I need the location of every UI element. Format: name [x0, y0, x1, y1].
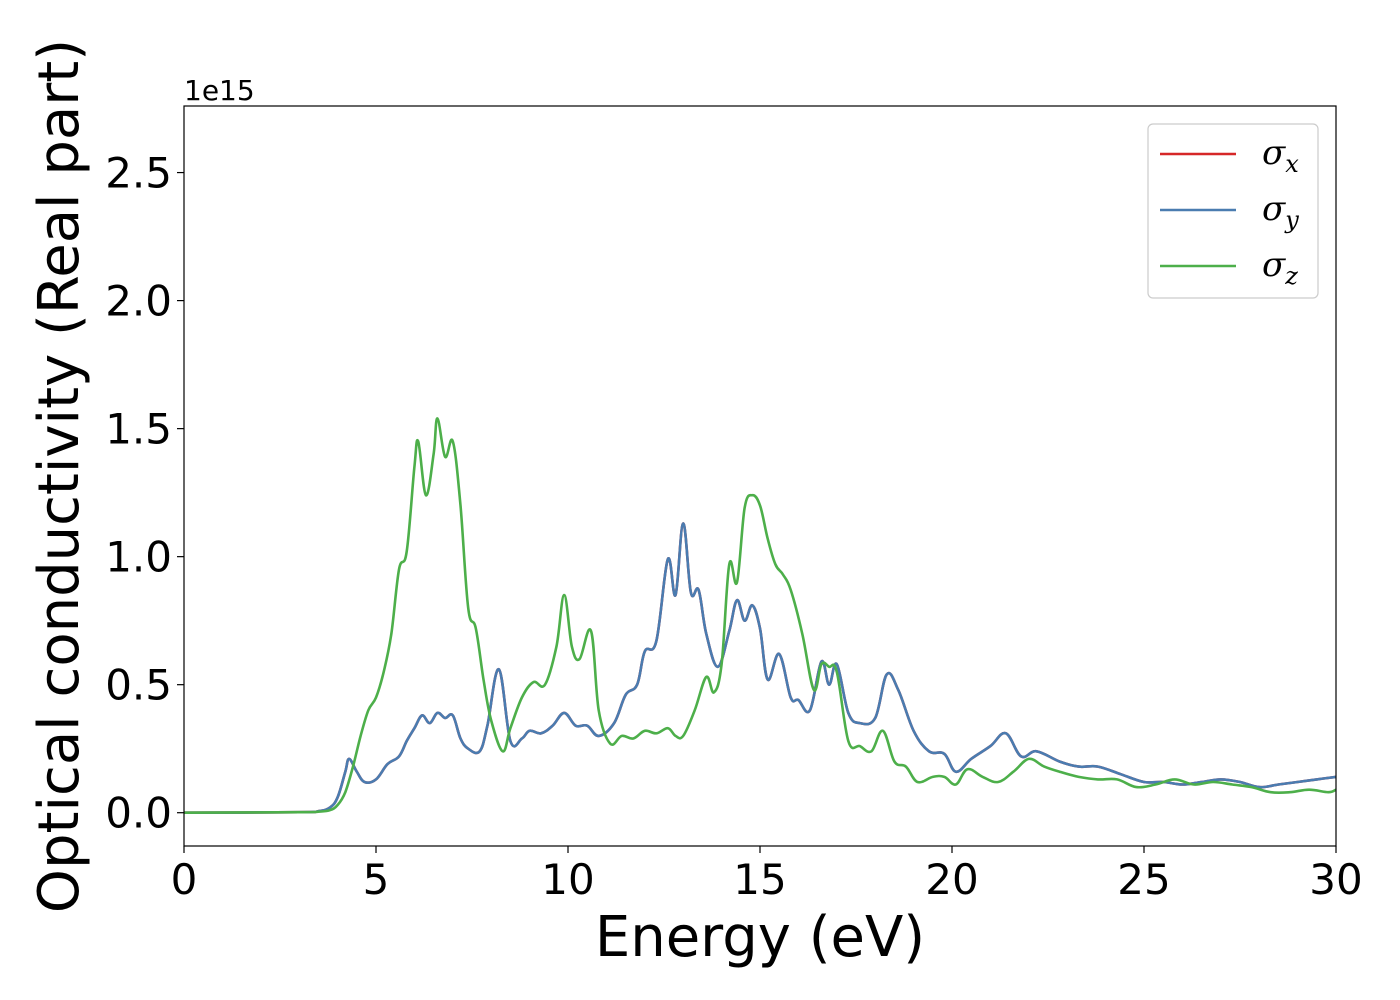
y-tick-label: 1.5	[105, 405, 172, 454]
y-tick-label: 2.0	[105, 277, 172, 326]
x-tick-label: 20	[925, 855, 978, 904]
legend-label-y: σy	[1262, 189, 1299, 234]
x-tick-label: 15	[733, 855, 786, 904]
y-tick-label: 0.5	[105, 661, 172, 710]
x-tick-label: 5	[363, 855, 390, 904]
y-tick-label: 1.0	[105, 533, 172, 582]
legend: σx σy σz	[1147, 123, 1319, 299]
x-axis-ticks: 0 5 10 15 20 25 30	[171, 846, 1363, 904]
x-tick-label: 10	[541, 855, 594, 904]
legend-label-z: σz	[1262, 245, 1298, 290]
y-tick-label: 2.5	[105, 149, 172, 198]
y-axis-ticks: 0.0 0.5 1.0 1.5 2.0 2.5	[105, 149, 184, 838]
y-axis-title: Optical conductivity (Real part)	[27, 39, 92, 913]
x-tick-label: 30	[1309, 855, 1362, 904]
series-line-z	[184, 417, 1336, 814]
x-axis-title: Energy (eV)	[595, 905, 925, 970]
legend-label-x: σx	[1262, 133, 1299, 178]
x-tick-label: 0	[171, 855, 198, 904]
plot-series	[184, 417, 1336, 814]
y-offset-text: 1e15	[184, 74, 255, 107]
x-tick-label: 25	[1117, 855, 1170, 904]
series-line-y	[184, 522, 1336, 814]
y-tick-label: 0.0	[105, 789, 172, 838]
